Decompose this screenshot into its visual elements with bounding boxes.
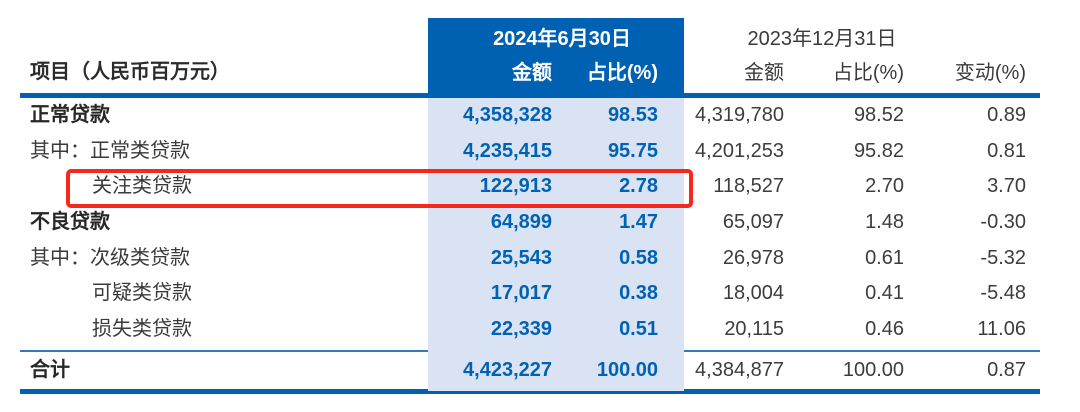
cell-pct-2024: 0.38 [619,282,658,305]
cell-change: -5.48 [980,282,1026,305]
table-row: 不良贷款 64,899 1.47 65,097 1.48 -0.30 [20,205,1040,241]
cell-pct-2024: 0.51 [619,318,658,341]
cell-pct-2024: 1.47 [619,211,658,234]
row-label: 其中：正常类贷款 [30,139,190,162]
column-header-pct-2023: 占比(%) [832,62,904,84]
row-label: 关注类贷款 [92,175,192,198]
row-label: 可疑类贷款 [92,282,192,305]
cell-amount-2023: 18,004 [722,282,784,305]
period-2023-header: 2023年12月31日 金额 占比(%) 变动(%) [684,18,1040,93]
cell-change: 11.06 [977,318,1026,341]
table-row: 可疑类贷款 17,017 0.38 18,004 0.41 -5.48 [20,276,1040,312]
loan-quality-table: 项目（人民币百万元） 2024年6月30日 金额 占比(%) 2023年12月3… [20,0,1040,394]
highlight-column-band [428,98,684,391]
row-label: 合计 [30,358,70,381]
period-2024-subheader: 金额 占比(%) [428,58,684,88]
cell-pct-2023: 95.82 [853,139,904,162]
cell-pct-2024: 0.58 [619,246,658,269]
table-row: 其中：次级类贷款 25,543 0.58 26,978 0.61 -5.32 [20,241,1040,277]
cell-amount-2023: 26,978 [722,246,784,269]
cell-pct-2023: 1.48 [865,211,904,234]
cell-amount-2024: 4,358,328 [463,104,552,126]
cell-amount-2024: 4,235,415 [463,139,552,162]
cell-amount-2023: 4,384,877 [695,358,784,381]
column-header-change: 变动(%) [954,62,1026,84]
period-2023-date: 2023年12月31日 [747,28,897,50]
cell-pct-2024: 100.00 [596,358,658,381]
cell-amount-2024: 22,339 [490,318,552,341]
cell-amount-2023: 4,319,780 [695,104,784,126]
cell-change: 3.70 [987,175,1026,198]
period-2023-subheader: 金额 占比(%) 变动(%) [684,58,1040,88]
cell-pct-2023: 0.61 [865,246,904,269]
table-row: 其中：正常类贷款 4,235,415 95.75 4,201,253 95.82… [20,134,1040,170]
item-column-header: 项目（人民币百万元） [30,61,230,83]
cell-amount-2023: 65,097 [722,211,784,234]
cell-amount-2024: 4,423,227 [463,358,552,381]
row-label: 损失类贷款 [92,318,192,341]
cell-change: 0.87 [987,358,1026,381]
cell-change: -0.30 [980,211,1026,234]
cell-amount-2024: 64,899 [490,211,552,234]
period-2024-date: 2024年6月30日 [493,28,631,50]
cell-pct-2023: 100.00 [842,358,904,381]
cell-pct-2023: 2.70 [865,175,904,198]
header-rule [20,93,1040,98]
column-header-amount-2023: 金额 [744,62,784,84]
cell-pct-2024: 98.53 [607,104,658,126]
table-row: 正常贷款 4,358,328 98.53 4,319,780 98.52 0.8… [20,98,1040,134]
cell-amount-2024: 17,017 [490,282,552,305]
row-label: 其中：次级类贷款 [30,246,190,269]
cell-amount-2024: 122,913 [479,175,552,198]
table-row-highlighted: 关注类贷款 122,913 2.78 118,527 2.70 3.70 [20,169,1040,205]
bottom-rule [20,388,1040,394]
cell-change: 0.89 [987,104,1026,126]
table-row: 损失类贷款 22,339 0.51 20,115 0.46 11.06 [20,312,1040,348]
period-2024-header: 2024年6月30日 金额 占比(%) [428,18,684,93]
cell-change: -5.32 [980,246,1026,269]
cell-change: 0.81 [987,139,1026,162]
cell-pct-2024: 95.75 [607,139,658,162]
cell-pct-2023: 98.52 [853,104,904,126]
column-header-amount-2024: 金额 [512,62,552,84]
column-header-pct-2024: 占比(%) [586,62,658,84]
table-header: 项目（人民币百万元） 2024年6月30日 金额 占比(%) 2023年12月3… [20,0,1040,93]
cell-pct-2023: 0.41 [865,282,904,305]
row-label: 不良贷款 [30,211,110,234]
cell-amount-2023: 4,201,253 [695,139,784,162]
cell-amount-2023: 118,527 [713,175,784,198]
table-total-row: 合计 4,423,227 100.00 4,384,877 100.00 0.8… [20,352,1040,389]
cell-amount-2024: 25,543 [490,246,552,269]
cell-pct-2023: 0.46 [865,318,904,341]
cell-pct-2024: 2.78 [619,175,658,198]
cell-amount-2023: 20,115 [724,318,784,341]
row-label: 正常贷款 [30,104,110,126]
table-body: 正常贷款 4,358,328 98.53 4,319,780 98.52 0.8… [20,98,1040,394]
